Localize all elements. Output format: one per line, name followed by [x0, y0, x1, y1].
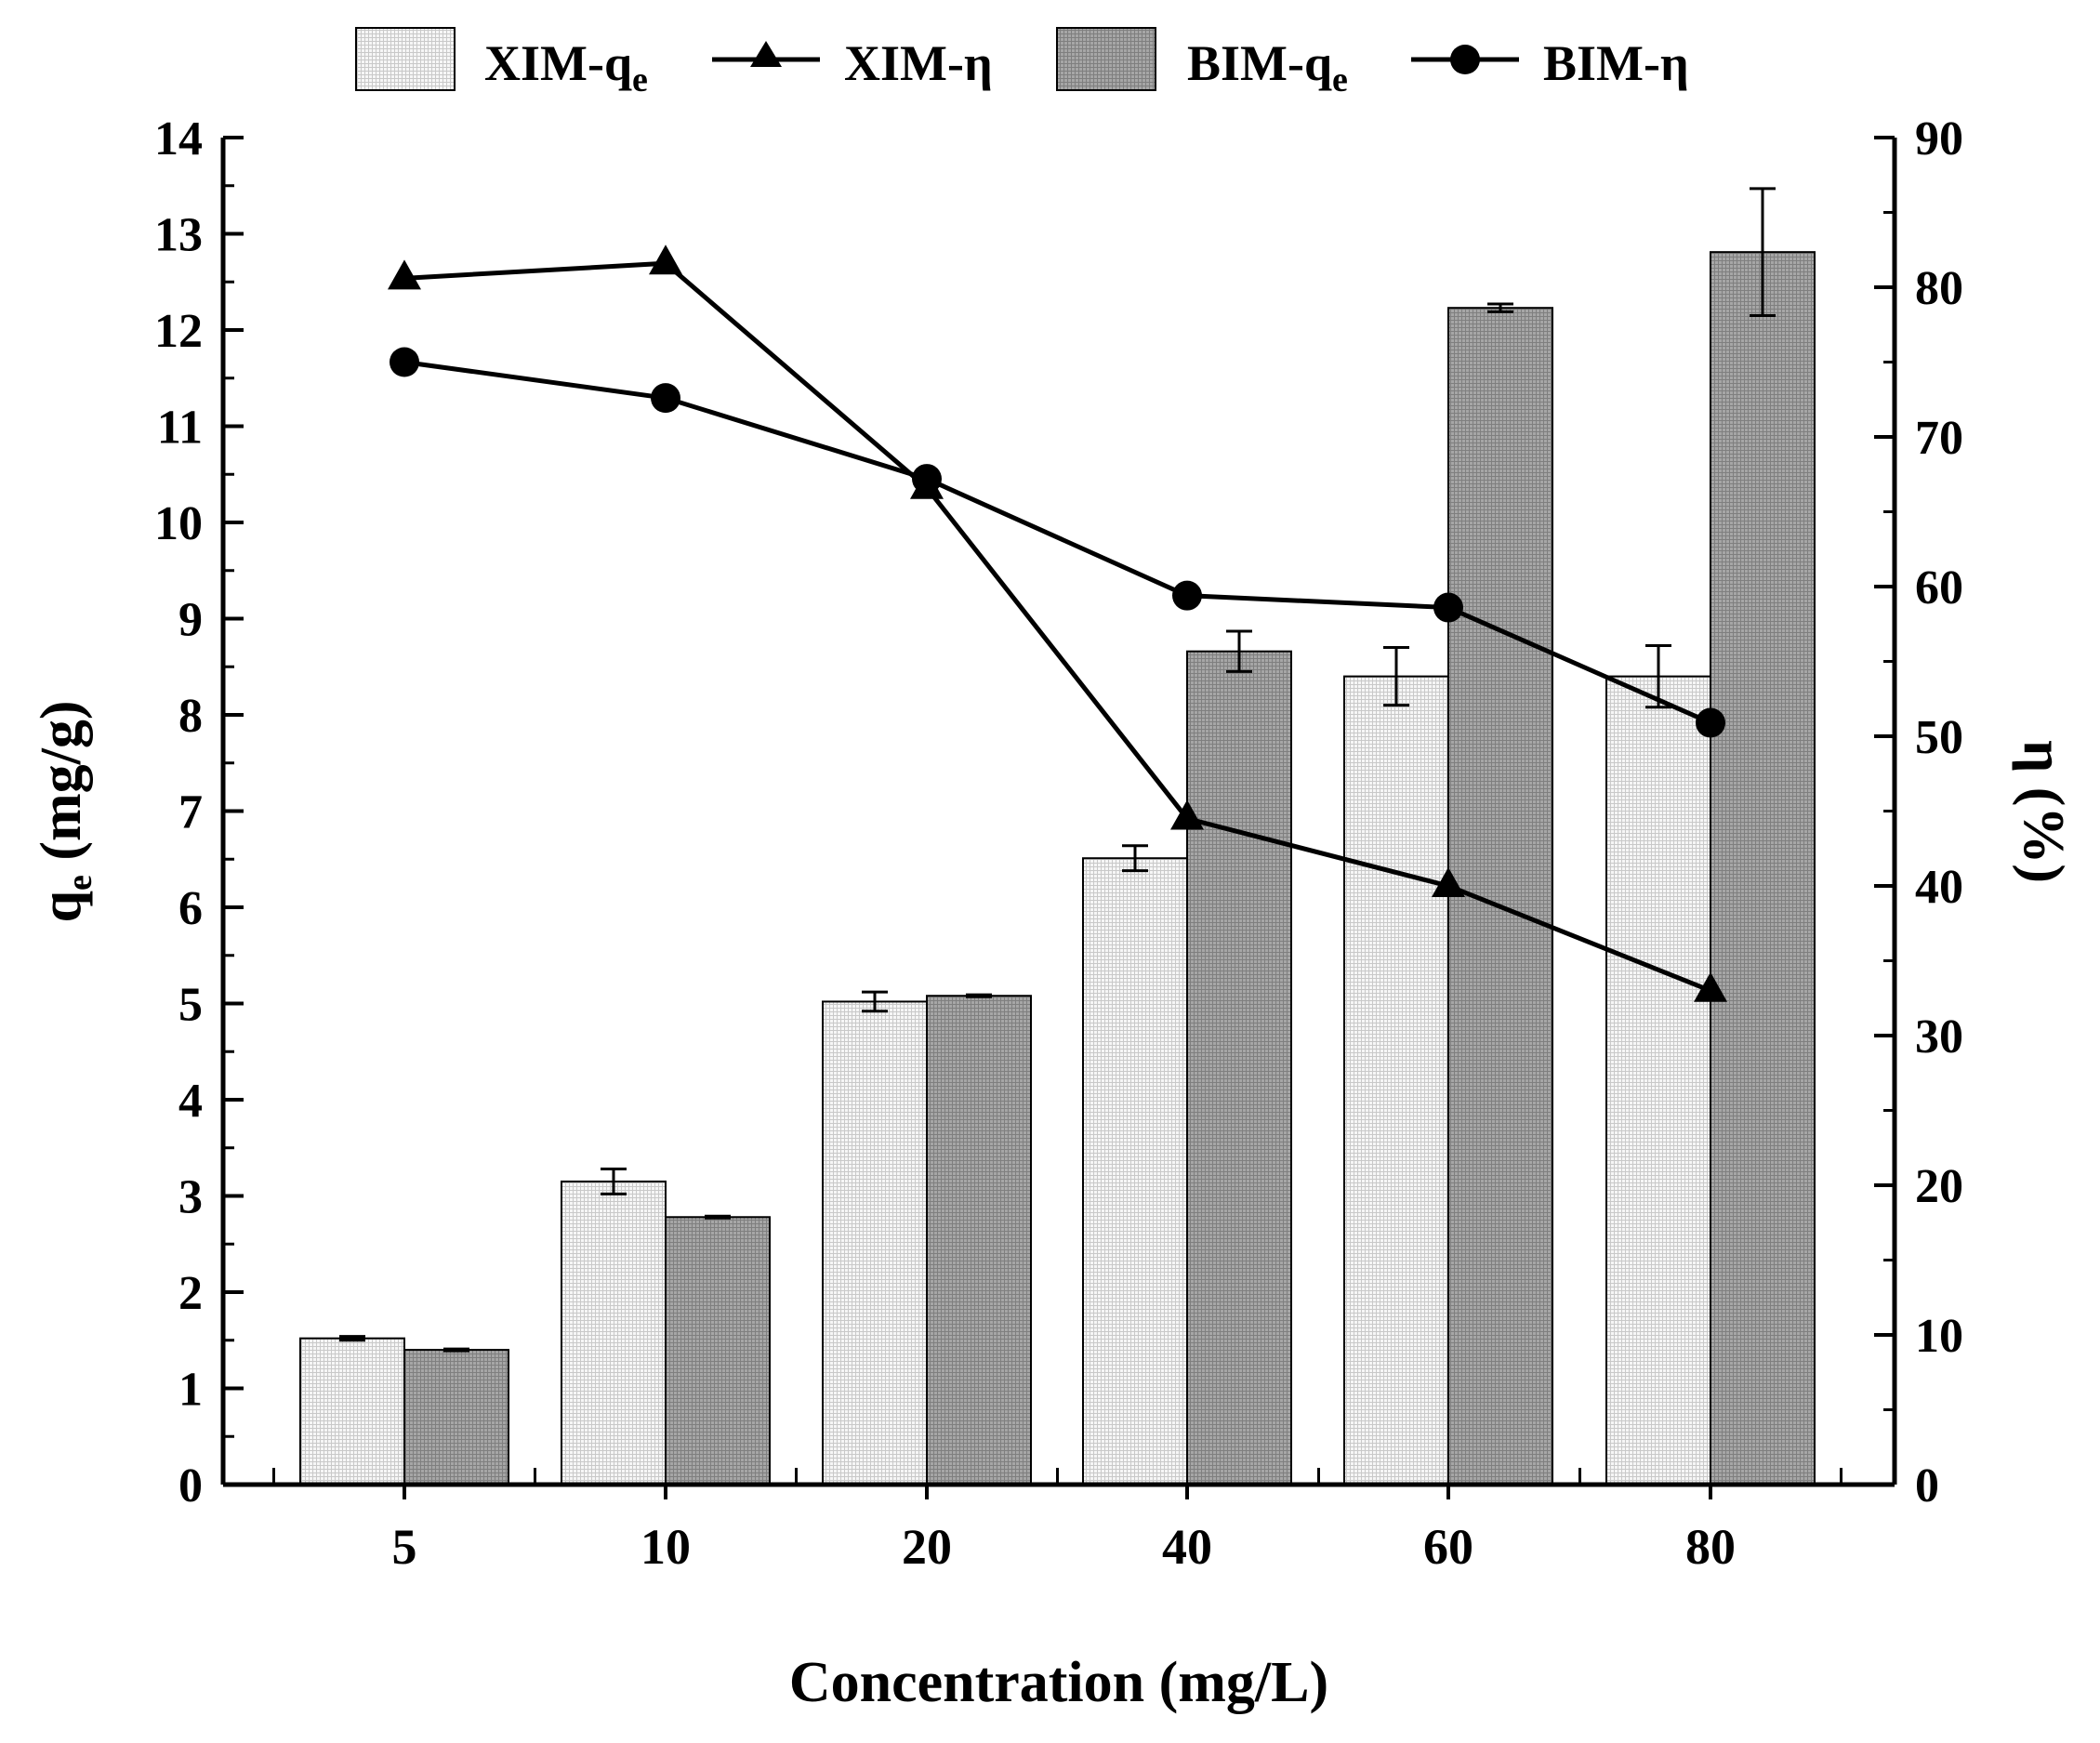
right-y-ticks: 0 10 20 30 40 50 60 70 80 90	[1874, 112, 1963, 1512]
bar-bim-20	[926, 995, 1032, 1486]
left-tick-label: 14	[154, 112, 203, 165]
legend-label-xim-qe: XIM-qe	[484, 35, 648, 99]
bar-xim-10	[561, 1180, 667, 1486]
legend-label-bim-qe-main: BIM-q	[1187, 35, 1332, 91]
left-tick-label: 1	[178, 1364, 203, 1417]
x-tick-label: 10	[641, 1519, 691, 1575]
marker-xim-eta-60	[1432, 867, 1465, 897]
left-y-axis-title: qe (mg/g)	[30, 700, 99, 922]
x-tick-label: 80	[1685, 1519, 1736, 1575]
errorbar-xim-20	[862, 990, 888, 1013]
right-tick-label: 0	[1915, 1459, 1939, 1512]
errorbar-xim-40	[1122, 844, 1148, 873]
errorbar-bim-60	[1487, 302, 1513, 313]
right-tick-label: 90	[1915, 112, 1963, 165]
bar-layer	[299, 251, 1816, 1486]
marker-bim-eta-40	[1172, 580, 1202, 611]
bar-bim-5	[403, 1349, 509, 1486]
left-tick-label: 8	[178, 690, 203, 743]
bar-xim-60	[1343, 675, 1449, 1486]
errorbar-bim-40	[1226, 629, 1252, 673]
left-tick-label: 13	[154, 209, 203, 262]
right-tick-label: 60	[1915, 561, 1963, 614]
right-tick-label: 80	[1915, 262, 1963, 315]
right-tick-label: 10	[1915, 1310, 1963, 1363]
left-tick-label: 5	[178, 979, 203, 1032]
errorbar-xim-80	[1645, 643, 1671, 709]
errorbar-xim-5	[339, 1335, 365, 1342]
right-tick-label: 40	[1915, 861, 1963, 914]
legend-label-bim-qe: BIM-qe	[1187, 35, 1348, 99]
marker-bim-eta-20	[912, 464, 942, 495]
right-tick-label: 50	[1915, 711, 1963, 764]
errorbar-xim-10	[601, 1168, 627, 1195]
legend: XIM-qe XIM-η BIM-qe BIM-η	[355, 27, 1689, 99]
marker-bim-eta-80	[1696, 707, 1725, 738]
legend-label-xim-qe-main: XIM-q	[484, 35, 632, 91]
x-ticks: 5 10 20 40 60 80	[272, 1468, 1842, 1575]
bar-bim-40	[1186, 650, 1292, 1486]
left-tick-label: 2	[178, 1267, 203, 1320]
marker-xim-eta-10	[649, 244, 682, 275]
bar-bim-80	[1710, 251, 1816, 1486]
line-xim-eta	[403, 260, 1711, 994]
left-tick-label: 3	[178, 1171, 203, 1224]
x-axis-title: Concentration (mg/L)	[789, 1651, 1328, 1714]
marker-bim-eta-60	[1433, 592, 1463, 623]
bar-xim-80	[1605, 675, 1711, 1486]
left-tick-label: 9	[178, 594, 203, 647]
x-tick-label: 60	[1423, 1519, 1473, 1575]
bar-bim-60	[1447, 307, 1553, 1486]
line-bim-eta	[403, 360, 1712, 725]
legend-swatch-bim-qe	[1056, 27, 1156, 91]
left-y-axis-title-sub: e	[60, 875, 99, 891]
bar-xim-40	[1082, 857, 1188, 1486]
right-tick-label: 20	[1915, 1160, 1963, 1213]
x-tick-label: 40	[1162, 1519, 1212, 1575]
marker-xim-eta-80	[1694, 971, 1727, 1002]
left-tick-label: 0	[178, 1459, 203, 1512]
left-tick-label: 10	[154, 497, 203, 550]
legend-swatch-xim-qe	[355, 27, 456, 91]
marker-bim-eta-5	[390, 347, 419, 377]
marker-bim-eta-10	[651, 383, 680, 414]
right-y-axis-title: η (%)	[2012, 740, 2075, 883]
left-y-axis-title-unit: (mg/g)	[30, 700, 93, 875]
legend-label-xim-qe-sub: e	[632, 60, 648, 99]
errorbar-bim-5	[443, 1347, 469, 1353]
bar-bim-10	[665, 1216, 771, 1486]
x-tick-label: 20	[902, 1519, 952, 1575]
legend-label-xim-eta: XIM-η	[844, 35, 993, 91]
errorbar-bim-80	[1750, 187, 1776, 317]
bar-xim-5	[299, 1337, 405, 1486]
errorbar-xim-60	[1383, 646, 1409, 707]
right-tick-label: 70	[1915, 412, 1963, 465]
legend-label-bim-qe-sub: e	[1332, 60, 1348, 99]
left-tick-label: 12	[154, 305, 203, 358]
left-tick-label: 6	[178, 882, 203, 935]
legend-label-bim-eta: BIM-η	[1543, 35, 1689, 91]
errorbar-bim-20	[966, 993, 992, 998]
left-tick-label: 11	[157, 402, 203, 455]
left-tick-label: 7	[178, 786, 203, 839]
errorbar-layer	[339, 187, 1776, 1353]
errorbar-bim-10	[705, 1214, 731, 1220]
legend-marker-triangle	[750, 41, 782, 67]
marker-xim-eta-40	[1170, 799, 1204, 830]
x-tick-label: 5	[392, 1519, 417, 1575]
right-tick-label: 30	[1915, 1010, 1963, 1063]
left-tick-label: 4	[178, 1075, 203, 1128]
marker-xim-eta-5	[388, 259, 421, 290]
bar-xim-20	[822, 1000, 928, 1486]
legend-marker-circle	[1450, 45, 1480, 74]
left-y-axis-title-main: q	[30, 891, 93, 922]
line-layer	[388, 244, 1727, 1002]
